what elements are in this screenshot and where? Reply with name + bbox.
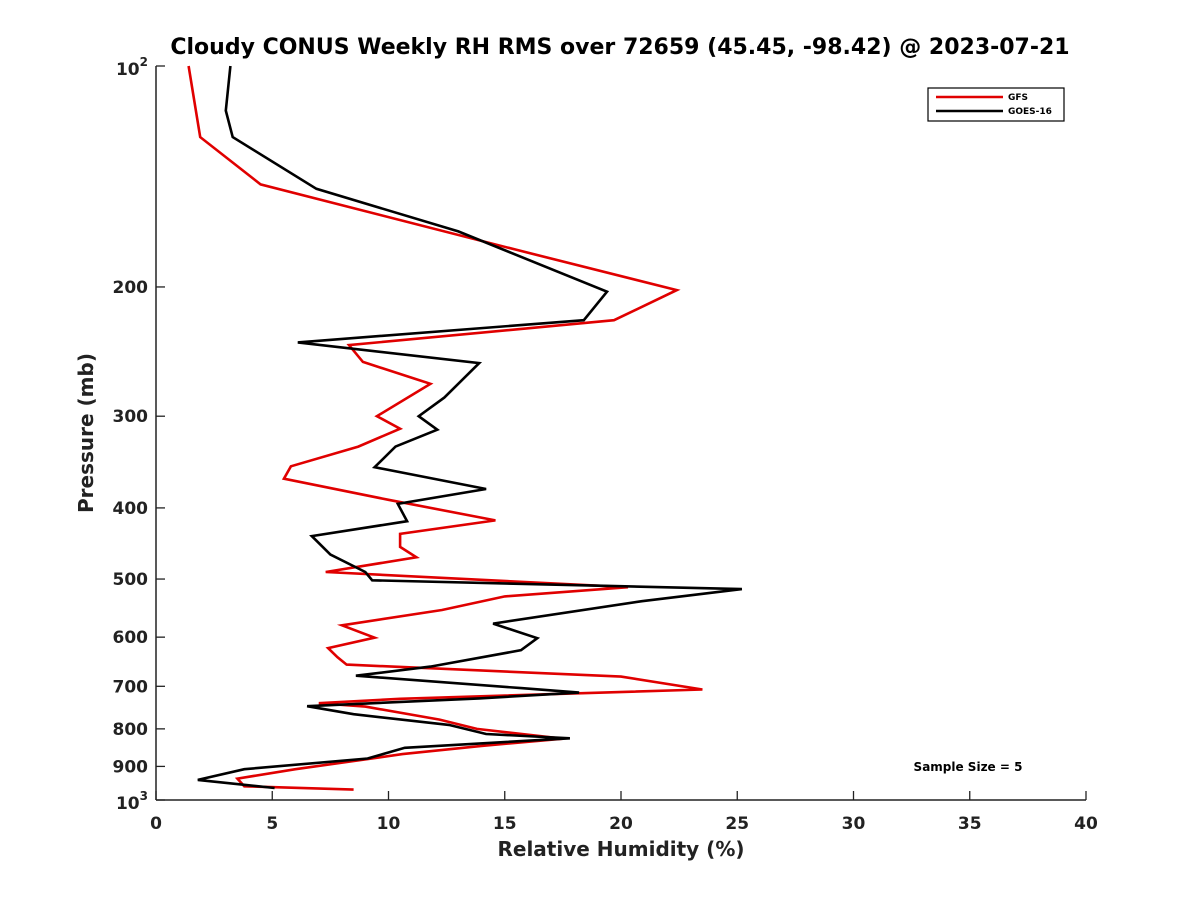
y-tick-label: 700 [113,677,149,697]
sample-size-annotation: Sample Size = 5 [914,760,1023,774]
series-line-gfs [187,65,703,791]
y-axis-ticks: 102 200 300 400 500 600 700 800 900 103 [113,55,165,814]
x-tick-label: 35 [958,814,982,834]
y-tick-label: 103 [116,789,148,814]
y-axis-label: Pressure (mb) [74,353,98,513]
x-tick-label: 15 [493,814,517,834]
legend: GFS GOES-16 [927,87,1065,122]
x-axis-ticks: 0 5 10 15 20 25 30 35 40 [150,791,1098,834]
y-tick-label: 200 [113,278,149,298]
y-tick-label: 102 [116,55,148,80]
y-tick-label: 600 [113,628,149,648]
x-tick-label: 20 [609,814,633,834]
plot-area: 0 5 10 15 20 25 30 35 40 102 200 300 400 500 600 700 80… [113,55,1098,834]
x-tick-label: 0 [150,814,162,834]
legend-label-gfs: GFS [1008,93,1028,103]
x-axis-label: Relative Humidity (%) [497,837,744,861]
x-tick-label: 40 [1074,814,1098,834]
x-tick-label: 30 [842,814,866,834]
chart-title: Cloudy CONUS Weekly RH RMS over 72659 (4… [170,35,1069,60]
y-tick-label: 500 [113,570,149,590]
x-tick-label: 25 [725,814,749,834]
series-line-goes16 [197,65,743,790]
y-tick-label: 300 [113,407,149,427]
y-tick-label: 900 [113,757,149,777]
y-tick-label: 400 [113,499,149,519]
y-tick-label: 800 [113,720,149,740]
series-layer [187,65,743,791]
legend-box [927,87,1065,122]
x-tick-label: 5 [266,814,278,834]
legend-label-goes16: GOES-16 [1008,107,1052,117]
x-tick-label: 10 [377,814,401,834]
